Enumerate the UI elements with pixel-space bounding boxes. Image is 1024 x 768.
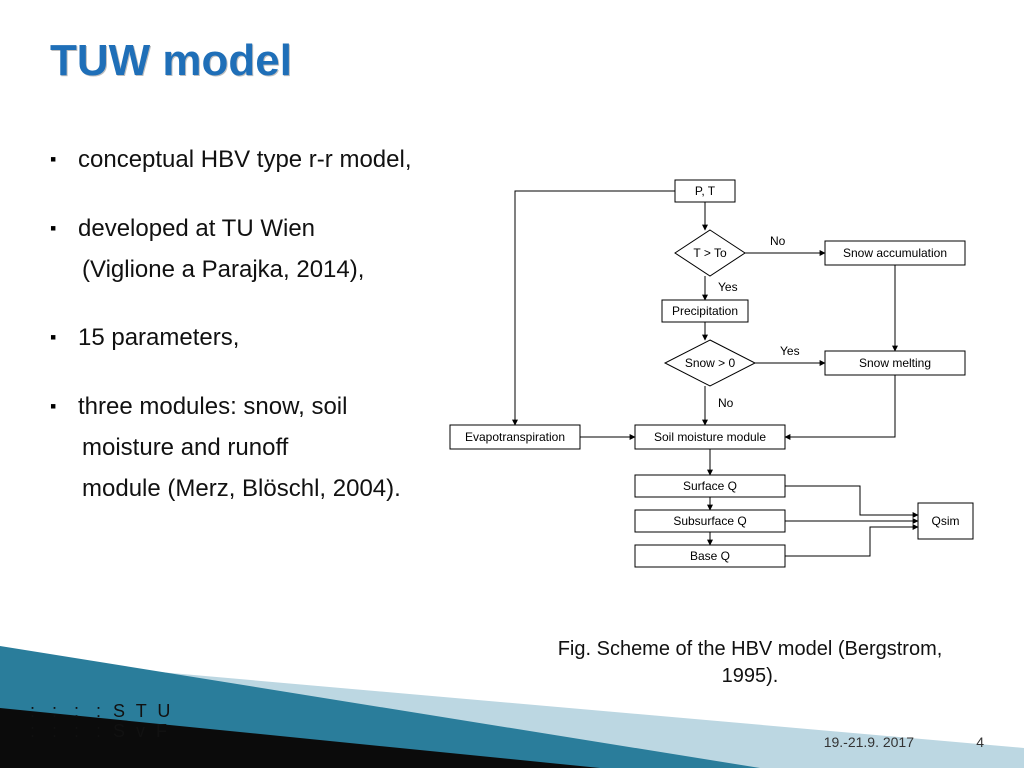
bullet-item: conceptual HBV type r-r model, xyxy=(50,140,480,181)
logo-dots-icon: : : : : xyxy=(30,722,107,742)
flow-node-label: Snow > 0 xyxy=(685,356,736,370)
svg-text:Yes: Yes xyxy=(718,280,738,294)
bullet-item: 15 parameters, xyxy=(50,318,480,359)
logo-line: S v F xyxy=(113,721,170,741)
flowchart-svg: No Yes Yes No P, T T > To Snow accumulation Pr… xyxy=(440,175,1000,625)
bullet-text: three modules: snow, soil xyxy=(78,393,347,420)
figure-caption: Fig. Scheme of the HBV model (Bergstrom,… xyxy=(540,636,960,690)
bullet-subtext: module (Merz, Blöschl, 2004). xyxy=(50,469,480,510)
bullet-item: three modules: snow, soil moisture and r… xyxy=(50,387,480,509)
logo-dots-icon: : : : : xyxy=(30,702,107,722)
flow-node-label: Soil moisture module xyxy=(654,430,766,444)
svg-text:Yes: Yes xyxy=(780,344,800,358)
flow-node-label: Precipitation xyxy=(672,304,738,318)
slide: { "title": "TUW model", "title_color": "… xyxy=(0,0,1024,768)
flow-node-label: Snow melting xyxy=(859,356,931,370)
bullet-item: developed at TU Wien (Viglione a Parajka… xyxy=(50,209,480,291)
flow-node-label: Subsurface Q xyxy=(673,514,746,528)
footer-page-number: 4 xyxy=(976,734,984,750)
institution-logo: : : : : S T U : : : : S v F xyxy=(30,702,173,742)
bullet-list: conceptual HBV type r-r model, developed… xyxy=(50,140,480,538)
footer-date: 19.-21.9. 2017 xyxy=(824,734,914,750)
bullet-text: conceptual HBV type r-r model, xyxy=(78,146,411,173)
bullet-subtext: moisture and runoff xyxy=(50,428,480,469)
svg-text:No: No xyxy=(718,396,734,410)
flow-node-label: T > To xyxy=(693,246,727,260)
flow-node-label: Evapotranspiration xyxy=(465,430,565,444)
flow-node-label: Snow accumulation xyxy=(843,246,947,260)
flowchart: No Yes Yes No P, T T > To Snow accumulation Pr… xyxy=(440,175,1000,625)
flow-node-label: Surface Q xyxy=(683,479,737,493)
flow-node-label: P, T xyxy=(695,184,716,198)
bullet-text: developed at TU Wien xyxy=(78,215,315,242)
bullet-subtext: (Viglione a Parajka, 2014), xyxy=(50,250,480,291)
slide-title: TUW model xyxy=(50,36,292,86)
flow-node-label: Qsim xyxy=(932,514,960,528)
logo-line: S T U xyxy=(113,701,173,721)
bullet-text: 15 parameters, xyxy=(78,324,239,351)
svg-text:No: No xyxy=(770,234,786,248)
flow-node-label: Base Q xyxy=(690,549,730,563)
